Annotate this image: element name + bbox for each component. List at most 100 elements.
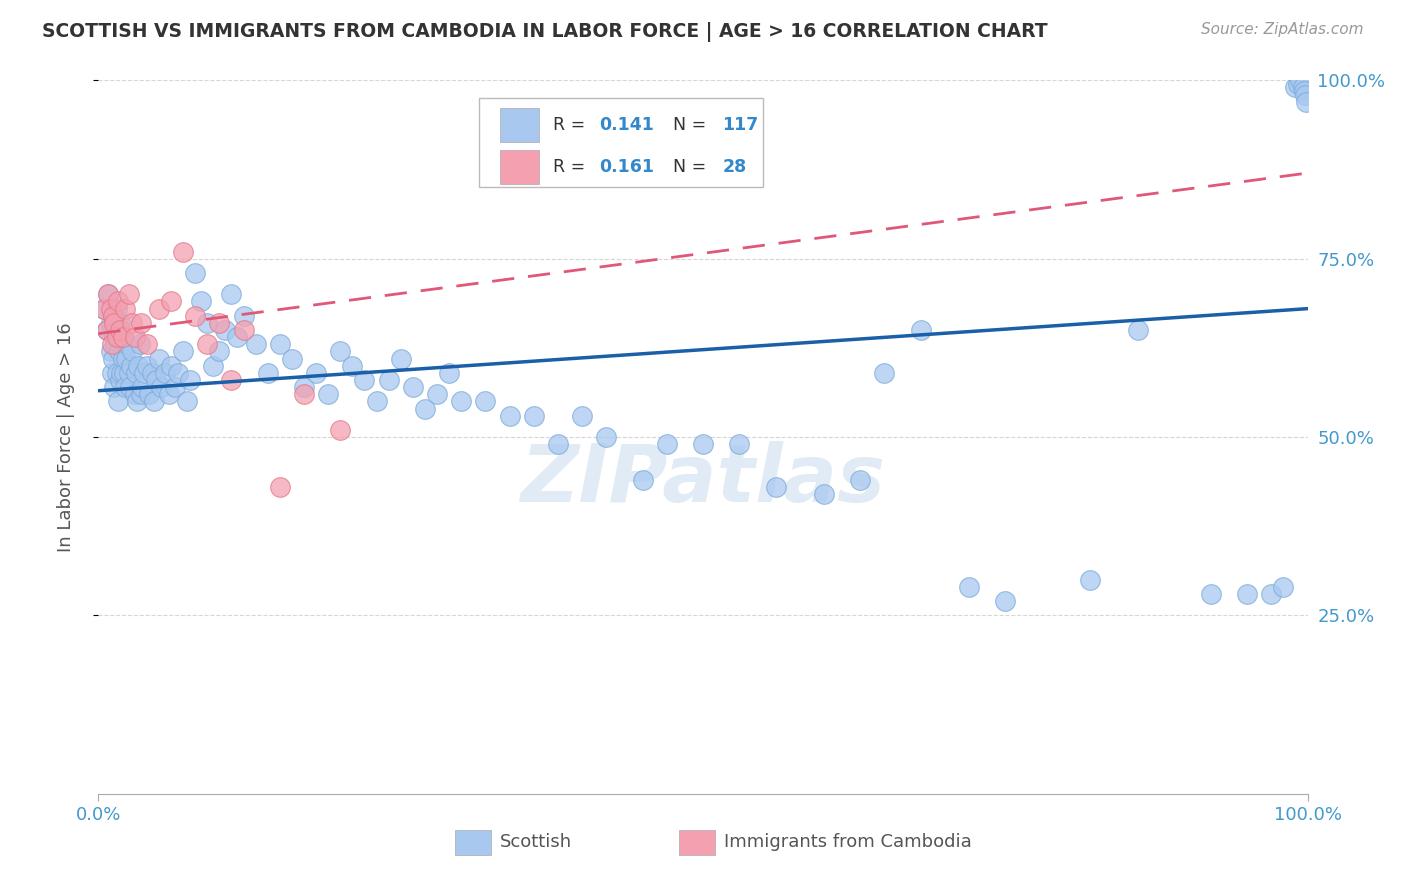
Point	[195, 337, 218, 351]
Point	[160, 294, 183, 309]
Point	[100, 301, 122, 316]
Point	[134, 366, 156, 380]
Point	[108, 316, 131, 330]
Point	[107, 294, 129, 309]
Point	[115, 351, 138, 366]
Point	[426, 387, 449, 401]
Point	[202, 359, 225, 373]
Text: ZIPatlas: ZIPatlas	[520, 441, 886, 519]
Point	[145, 373, 167, 387]
Point	[1199, 587, 1222, 601]
Point	[1295, 95, 1317, 109]
Y-axis label: In Labor Force | Age > 16: In Labor Force | Age > 16	[56, 322, 75, 552]
Point	[111, 330, 134, 344]
Point	[571, 409, 593, 423]
Bar	[456, 830, 492, 855]
Text: 28: 28	[723, 159, 747, 177]
Text: R =: R =	[553, 159, 591, 177]
Point	[195, 316, 218, 330]
Point	[172, 344, 194, 359]
Point	[1078, 573, 1101, 587]
Point	[208, 316, 231, 330]
Point	[103, 380, 125, 394]
Point	[163, 380, 186, 394]
Bar	[501, 150, 538, 185]
Point	[138, 387, 160, 401]
Point	[957, 580, 980, 594]
Point	[402, 380, 425, 394]
Point	[366, 394, 388, 409]
Point	[631, 473, 654, 487]
Point	[120, 359, 142, 373]
Point	[353, 373, 375, 387]
Point	[111, 330, 134, 344]
Point	[269, 337, 291, 351]
Point	[105, 366, 128, 380]
Point	[256, 366, 278, 380]
Point	[108, 323, 131, 337]
Point	[117, 337, 139, 351]
Text: R =: R =	[553, 116, 591, 134]
Point	[1292, 84, 1315, 98]
Point	[110, 366, 132, 380]
Point	[245, 337, 267, 351]
Point	[135, 359, 157, 373]
Point	[100, 366, 122, 380]
Point	[1272, 580, 1295, 594]
Text: 0.161: 0.161	[599, 159, 654, 177]
Point	[153, 366, 176, 380]
Point	[103, 316, 125, 330]
Point	[1260, 587, 1282, 601]
Point	[1292, 80, 1315, 95]
Point	[128, 337, 150, 351]
Point	[1284, 80, 1306, 95]
Point	[547, 437, 569, 451]
Point	[100, 337, 122, 351]
Text: Scottish: Scottish	[501, 833, 572, 851]
Text: 117: 117	[723, 116, 759, 134]
Point	[118, 287, 141, 301]
Point	[329, 423, 352, 437]
Point	[329, 344, 352, 359]
Point	[342, 359, 364, 373]
Point	[167, 366, 190, 380]
Point	[101, 351, 124, 366]
Point	[131, 380, 153, 394]
Point	[1128, 323, 1150, 337]
Point	[108, 373, 131, 387]
Point	[523, 409, 546, 423]
Point	[232, 323, 254, 337]
Point	[121, 316, 143, 330]
Point	[160, 359, 183, 373]
Point	[141, 366, 163, 380]
Point	[910, 323, 932, 337]
Point	[124, 330, 146, 344]
Point	[474, 394, 496, 409]
Point	[221, 373, 243, 387]
Point	[1294, 87, 1316, 102]
Point	[226, 330, 249, 344]
Point	[114, 301, 136, 316]
Point	[292, 380, 315, 394]
Point	[148, 301, 170, 316]
Point	[232, 309, 254, 323]
Point	[135, 337, 157, 351]
Point	[728, 437, 751, 451]
Point	[107, 394, 129, 409]
Point	[269, 480, 291, 494]
Point	[127, 394, 149, 409]
Point	[221, 287, 243, 301]
Point	[97, 287, 120, 301]
Point	[655, 437, 678, 451]
Point	[96, 323, 118, 337]
Text: 0.141: 0.141	[599, 116, 654, 134]
Point	[100, 316, 122, 330]
Point	[1286, 77, 1309, 91]
Point	[118, 380, 141, 394]
Point	[112, 366, 135, 380]
Point	[292, 387, 315, 401]
Point	[121, 344, 143, 359]
Text: Immigrants from Cambodia: Immigrants from Cambodia	[724, 833, 972, 851]
Point	[765, 480, 787, 494]
Point	[389, 351, 412, 366]
